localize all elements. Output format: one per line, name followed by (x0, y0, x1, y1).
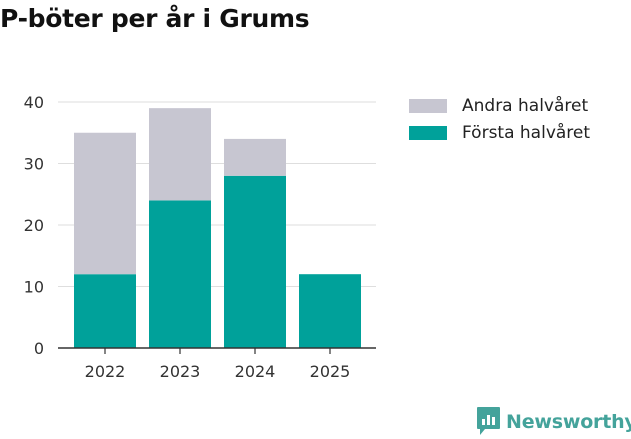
x-tick-labels: 2022 2023 2024 2025 (85, 348, 351, 381)
x-tick-label: 2025 (310, 362, 351, 381)
legend-swatch-andra (409, 98, 447, 113)
y-tick-label: 10 (24, 278, 44, 297)
legend-label-andra: Andra halvåret (462, 95, 589, 116)
brand: Newsworthy (476, 406, 631, 437)
brand-name: Newsworthy (506, 410, 631, 433)
bar-2024-andra (224, 138, 286, 176)
bar-2023-andra (149, 108, 211, 201)
legend: Andra halvåret Första halvåret (409, 92, 590, 146)
y-tick-labels: 0 10 20 30 40 (24, 93, 44, 358)
y-tick-label: 0 (34, 339, 44, 358)
bar-2022-forsta (74, 274, 136, 348)
x-tick-label: 2024 (235, 362, 276, 381)
legend-item-forsta: Första halvåret (409, 119, 590, 146)
bar-2025-forsta (299, 274, 361, 348)
y-tick-label: 40 (24, 93, 44, 112)
legend-swatch-forsta (409, 125, 447, 140)
bar-2024-forsta (224, 175, 286, 348)
y-tick-label: 20 (24, 216, 44, 235)
newsworthy-logo-icon (477, 407, 500, 435)
legend-label-forsta: Första halvåret (462, 122, 591, 143)
bar-2022-andra (74, 132, 136, 275)
y-tick-label: 30 (24, 155, 44, 174)
chart-title: P-böter per år i Grums (0, 4, 310, 33)
bars (74, 108, 361, 348)
x-tick-label: 2023 (160, 362, 201, 381)
legend-item-andra: Andra halvåret (409, 92, 590, 119)
bar-2023-forsta (149, 200, 211, 348)
x-tick-label: 2022 (85, 362, 126, 381)
